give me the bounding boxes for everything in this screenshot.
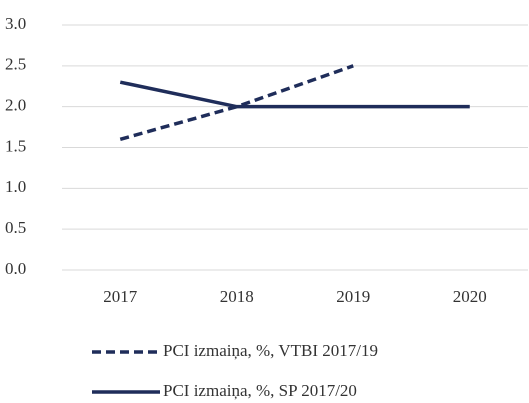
y-tick-label: 1.0: [5, 177, 26, 196]
series-line: [119, 80, 470, 109]
legend-label: PCI izmaiņa, %, SP 2017/20: [163, 381, 357, 400]
y-tick-label: 2.5: [5, 55, 26, 74]
y-tick-label: 1.5: [5, 136, 26, 155]
x-tick-label: 2020: [453, 287, 487, 306]
x-tick-label: 2019: [336, 287, 370, 306]
x-tick-label: 2017: [103, 287, 138, 306]
y-tick-label: 2.0: [5, 96, 26, 115]
x-tick-label: 2018: [220, 287, 254, 306]
y-tick-label: 0.5: [5, 218, 26, 237]
legend-label: PCI izmaiņa, %, VTBI 2017/19: [163, 341, 378, 360]
y-tick-label: 3.0: [5, 14, 26, 33]
series-line: [119, 64, 354, 142]
y-tick-label: 0.0: [5, 259, 26, 278]
